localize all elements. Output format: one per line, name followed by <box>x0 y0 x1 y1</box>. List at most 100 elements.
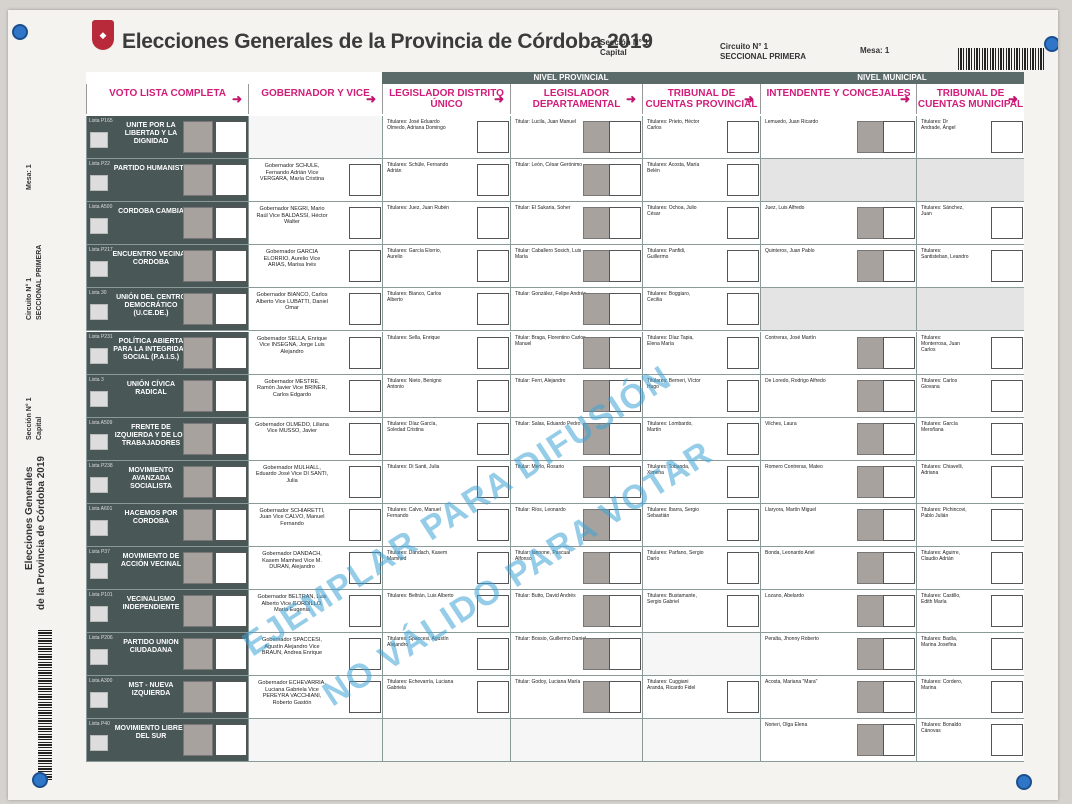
vote-checkbox[interactable] <box>991 336 1023 369</box>
vote-checkbox[interactable] <box>883 681 915 714</box>
vote-checkbox[interactable] <box>477 465 509 498</box>
vote-checkbox[interactable] <box>477 552 509 584</box>
vote-checkbox[interactable] <box>477 293 509 326</box>
vote-checkbox[interactable] <box>609 293 641 326</box>
vote-checkbox[interactable] <box>727 121 759 153</box>
vote-checkbox[interactable] <box>883 595 915 628</box>
vote-list-checkbox[interactable] <box>215 121 247 153</box>
vote-list-checkbox[interactable] <box>215 552 247 584</box>
vote-checkbox[interactable] <box>883 336 915 369</box>
vote-checkbox[interactable] <box>883 465 915 498</box>
vote-checkbox[interactable] <box>991 422 1023 455</box>
vote-checkbox[interactable] <box>609 250 641 283</box>
vote-checkbox[interactable] <box>609 121 641 153</box>
vote-checkbox[interactable] <box>349 638 381 671</box>
vote-checkbox[interactable] <box>991 724 1023 757</box>
vote-checkbox[interactable] <box>727 552 759 584</box>
vote-checkbox[interactable] <box>349 595 381 628</box>
vote-checkbox[interactable] <box>727 379 759 412</box>
vote-checkbox[interactable] <box>727 595 759 628</box>
vote-list-checkbox[interactable] <box>215 250 247 283</box>
vote-list-checkbox[interactable] <box>215 595 247 628</box>
vote-checkbox[interactable] <box>727 250 759 283</box>
vote-checkbox[interactable] <box>609 638 641 671</box>
vote-list-checkbox[interactable] <box>215 207 247 240</box>
vote-list-checkbox[interactable] <box>215 379 247 412</box>
vote-checkbox[interactable] <box>991 552 1023 584</box>
vote-checkbox[interactable] <box>477 595 509 628</box>
vote-checkbox[interactable] <box>477 379 509 412</box>
vote-checkbox[interactable] <box>883 724 915 757</box>
vote-list-checkbox[interactable] <box>215 293 247 326</box>
candidate-list-text: Lemuedo, Juan Ricardo <box>765 119 819 125</box>
vote-checkbox[interactable] <box>727 336 759 369</box>
vote-checkbox[interactable] <box>991 121 1023 153</box>
vote-checkbox[interactable] <box>349 336 381 369</box>
vote-checkbox[interactable] <box>991 508 1023 541</box>
vote-checkbox[interactable] <box>349 293 381 326</box>
vote-checkbox[interactable] <box>991 595 1023 628</box>
vote-list-checkbox[interactable] <box>215 164 247 197</box>
vote-checkbox[interactable] <box>349 379 381 412</box>
vote-checkbox[interactable] <box>727 422 759 455</box>
vote-checkbox[interactable] <box>609 207 641 240</box>
vote-checkbox[interactable] <box>727 508 759 541</box>
vote-checkbox[interactable] <box>609 552 641 584</box>
vote-checkbox[interactable] <box>477 422 509 455</box>
vote-list-checkbox[interactable] <box>215 422 247 455</box>
vote-checkbox[interactable] <box>883 250 915 283</box>
vote-checkbox[interactable] <box>883 638 915 671</box>
vote-checkbox[interactable] <box>349 465 381 498</box>
vote-checkbox[interactable] <box>349 681 381 714</box>
vote-checkbox[interactable] <box>991 250 1023 283</box>
vote-checkbox[interactable] <box>991 638 1023 671</box>
vote-checkbox[interactable] <box>477 336 509 369</box>
vote-checkbox[interactable] <box>883 508 915 541</box>
candidate-photo <box>183 422 213 455</box>
vote-checkbox[interactable] <box>883 121 915 153</box>
vote-checkbox[interactable] <box>609 336 641 369</box>
vote-checkbox[interactable] <box>727 207 759 240</box>
vote-checkbox[interactable] <box>349 422 381 455</box>
vote-checkbox[interactable] <box>349 250 381 283</box>
vote-checkbox[interactable] <box>349 164 381 197</box>
vote-list-checkbox[interactable] <box>215 638 247 671</box>
vote-checkbox[interactable] <box>349 207 381 240</box>
vote-checkbox[interactable] <box>609 164 641 197</box>
vote-checkbox[interactable] <box>477 207 509 240</box>
vote-checkbox[interactable] <box>609 465 641 498</box>
vote-list-checkbox[interactable] <box>215 681 247 714</box>
vote-checkbox[interactable] <box>991 681 1023 714</box>
vote-checkbox[interactable] <box>477 681 509 714</box>
candidate-list-text: Titulares: Carlos Giovana <box>921 377 958 390</box>
vote-list-checkbox[interactable] <box>215 508 247 541</box>
vote-checkbox[interactable] <box>727 293 759 326</box>
vote-checkbox[interactable] <box>883 552 915 584</box>
vote-checkbox[interactable] <box>349 508 381 541</box>
vote-checkbox[interactable] <box>991 465 1023 498</box>
vote-checkbox[interactable] <box>727 465 759 498</box>
vote-checkbox[interactable] <box>609 595 641 628</box>
vote-checkbox[interactable] <box>991 379 1023 412</box>
vote-checkbox[interactable] <box>477 121 509 153</box>
vote-checkbox[interactable] <box>991 207 1023 240</box>
vote-checkbox[interactable] <box>477 164 509 197</box>
vote-checkbox[interactable] <box>477 638 509 671</box>
vote-checkbox[interactable] <box>609 681 641 714</box>
vote-checkbox[interactable] <box>727 164 759 197</box>
vote-checkbox[interactable] <box>609 379 641 412</box>
vote-list-checkbox[interactable] <box>215 336 247 369</box>
vote-checkbox[interactable] <box>609 508 641 541</box>
candidate-list-text: Titular: Godoy, Luciana María <box>515 679 581 686</box>
vote-checkbox[interactable] <box>477 508 509 541</box>
vote-checkbox[interactable] <box>883 422 915 455</box>
vote-checkbox[interactable] <box>727 681 759 714</box>
vote-list-checkbox[interactable] <box>215 465 247 498</box>
candidate-list-text: Titular: Ferri, Alejandro <box>515 377 566 384</box>
vote-list-checkbox[interactable] <box>215 724 247 757</box>
vote-checkbox[interactable] <box>883 379 915 412</box>
vote-checkbox[interactable] <box>477 250 509 283</box>
vote-checkbox[interactable] <box>349 552 381 584</box>
vote-checkbox[interactable] <box>609 422 641 455</box>
vote-checkbox[interactable] <box>883 207 915 240</box>
